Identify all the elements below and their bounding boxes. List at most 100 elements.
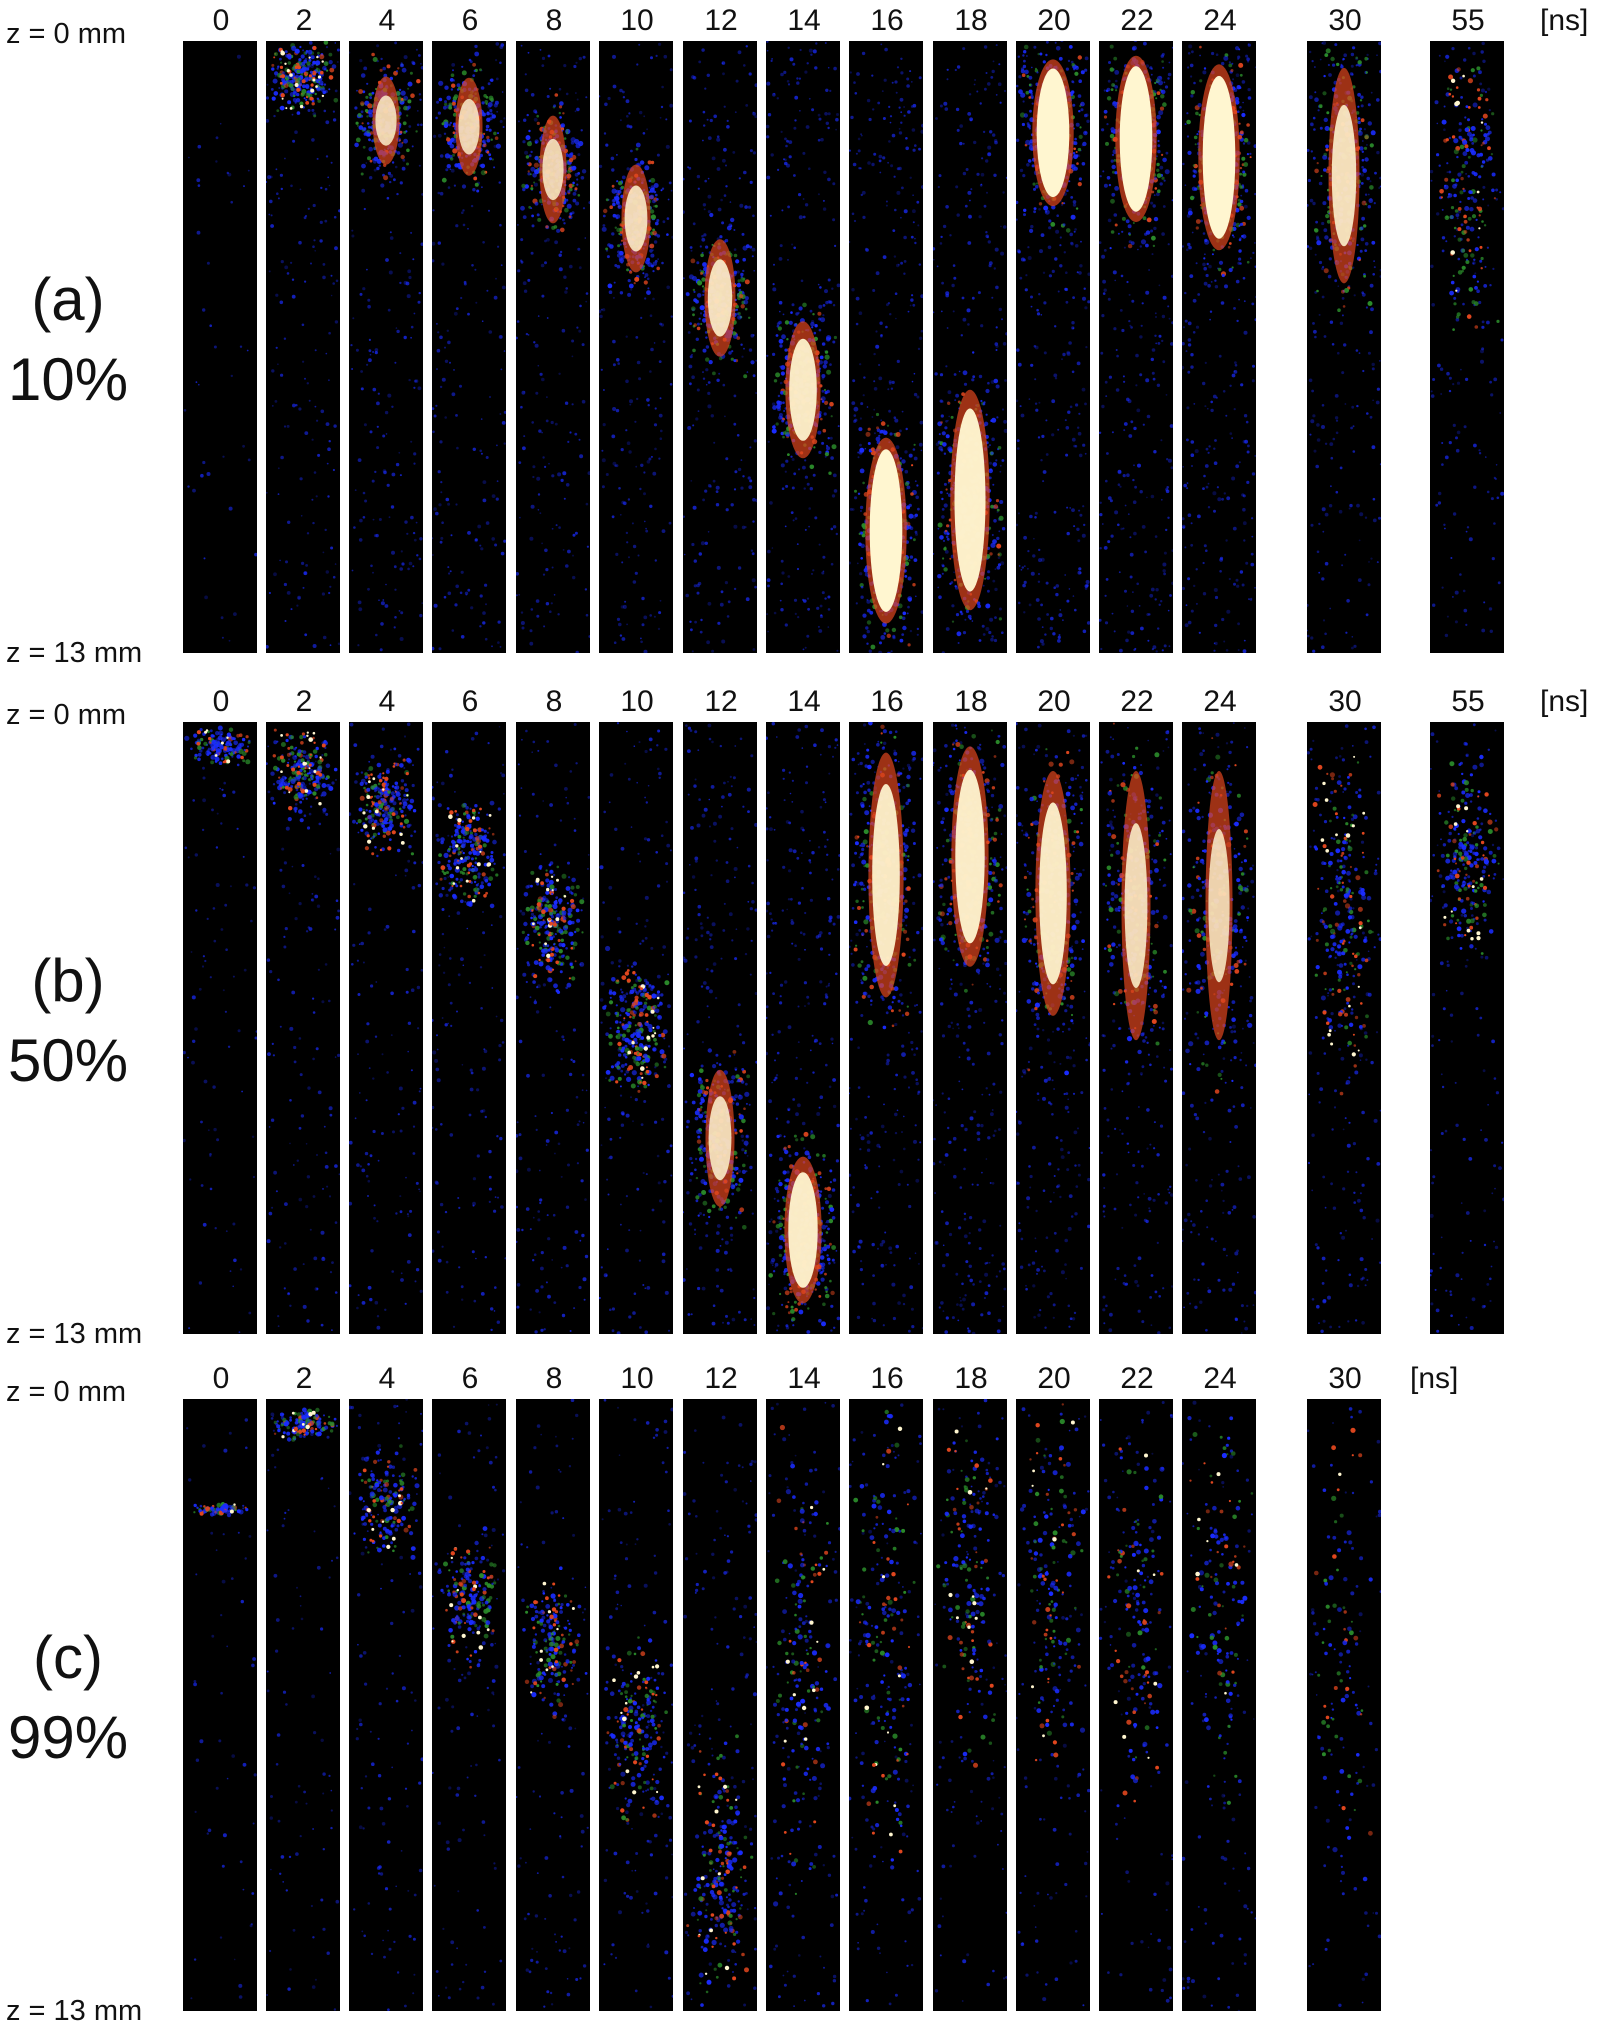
emission-dot bbox=[407, 99, 411, 103]
emission-dot bbox=[545, 225, 548, 228]
noise-dot bbox=[691, 375, 695, 379]
noise-dot bbox=[994, 639, 997, 642]
noise-dot bbox=[370, 354, 372, 356]
emission-dot bbox=[879, 641, 882, 644]
noise-dot bbox=[816, 607, 819, 610]
emission-dot bbox=[940, 491, 943, 494]
noise-dot bbox=[454, 185, 456, 187]
noise-dot bbox=[721, 640, 725, 644]
noise-dot bbox=[579, 266, 582, 269]
emission-dot bbox=[736, 305, 739, 308]
noise-dot bbox=[754, 439, 757, 442]
emission-distribution bbox=[599, 41, 673, 653]
noise-dot bbox=[684, 554, 686, 556]
emission-dot bbox=[854, 490, 857, 493]
emission-dot bbox=[406, 149, 410, 153]
noise-dot bbox=[712, 157, 716, 161]
noise-dot bbox=[451, 63, 455, 67]
emission-dot bbox=[329, 53, 333, 57]
noise-dot bbox=[988, 631, 991, 634]
noise-dot bbox=[587, 546, 589, 548]
emission-dot bbox=[315, 79, 318, 82]
emission-dot bbox=[271, 64, 274, 67]
noise-dot bbox=[825, 301, 828, 304]
noise-dot bbox=[790, 57, 794, 61]
emission-hotspot bbox=[309, 57, 311, 59]
noise-dot bbox=[1024, 565, 1026, 567]
noise-dot bbox=[1016, 400, 1018, 403]
noise-dot bbox=[788, 47, 790, 49]
noise-dot bbox=[900, 58, 902, 60]
noise-dot bbox=[956, 108, 959, 111]
noise-dot bbox=[915, 596, 917, 598]
emission-core-peak bbox=[955, 408, 986, 591]
emission-dot bbox=[876, 413, 879, 416]
noise-dot bbox=[1078, 510, 1080, 512]
camera-frame bbox=[432, 41, 506, 653]
noise-dot bbox=[690, 628, 693, 631]
emission-dot bbox=[825, 350, 828, 353]
noise-dot bbox=[643, 471, 645, 473]
noise-dot bbox=[461, 66, 463, 68]
noise-dot bbox=[854, 496, 857, 499]
noise-dot bbox=[385, 604, 389, 608]
noise-dot bbox=[695, 417, 698, 420]
emission-dot bbox=[913, 538, 916, 541]
noise-dot bbox=[649, 614, 652, 617]
emission-dot bbox=[1073, 154, 1078, 159]
emission-dot bbox=[531, 185, 533, 187]
emission-dot bbox=[369, 113, 374, 118]
noise-dot bbox=[313, 644, 317, 648]
emission-dot bbox=[644, 165, 649, 170]
noise-dot bbox=[785, 485, 788, 488]
emission-dot bbox=[277, 66, 279, 68]
noise-dot bbox=[1041, 435, 1044, 438]
noise-dot bbox=[830, 437, 833, 440]
noise-dot bbox=[297, 596, 301, 600]
emission-dot bbox=[1071, 215, 1076, 220]
noise-dot bbox=[945, 550, 949, 554]
emission-dot bbox=[402, 68, 407, 73]
noise-dot bbox=[415, 379, 418, 382]
emission-dot bbox=[990, 419, 993, 422]
noise-dot bbox=[359, 59, 362, 62]
emission-dot bbox=[354, 106, 357, 109]
noise-dot bbox=[798, 193, 801, 196]
emission-dot bbox=[315, 93, 317, 95]
emission-dot bbox=[356, 138, 361, 143]
noise-dot bbox=[949, 234, 951, 236]
noise-dot bbox=[575, 62, 577, 64]
emission-dot bbox=[486, 125, 490, 129]
noise-dot bbox=[361, 387, 364, 390]
emission-dot bbox=[804, 459, 806, 461]
noise-dot bbox=[1076, 528, 1079, 531]
noise-dot bbox=[1020, 405, 1022, 407]
noise-dot bbox=[730, 201, 732, 203]
noise-dot bbox=[620, 634, 622, 636]
noise-dot bbox=[1040, 604, 1043, 607]
emission-dot bbox=[621, 186, 624, 189]
emission-dot bbox=[1073, 152, 1076, 155]
emission-dot bbox=[317, 98, 319, 100]
noise-dot bbox=[704, 180, 707, 183]
noise-dot bbox=[522, 391, 526, 395]
noise-dot bbox=[863, 376, 865, 378]
noise-dot bbox=[1036, 598, 1040, 602]
noise-dot bbox=[992, 580, 995, 583]
noise-dot bbox=[410, 441, 412, 443]
noise-dot bbox=[995, 459, 997, 461]
emission-dot bbox=[324, 110, 327, 113]
noise-dot bbox=[987, 146, 991, 150]
noise-dot bbox=[724, 194, 727, 197]
emission-dot bbox=[916, 484, 918, 486]
noise-dot bbox=[304, 571, 308, 575]
noise-dot bbox=[1002, 191, 1004, 193]
emission-dot bbox=[308, 50, 313, 55]
noise-dot bbox=[626, 115, 629, 118]
emission-dot bbox=[868, 428, 871, 431]
emission-dot bbox=[612, 185, 615, 188]
noise-dot bbox=[874, 387, 878, 391]
noise-dot bbox=[1074, 231, 1076, 233]
noise-dot bbox=[972, 620, 974, 622]
noise-dot bbox=[1087, 621, 1090, 625]
